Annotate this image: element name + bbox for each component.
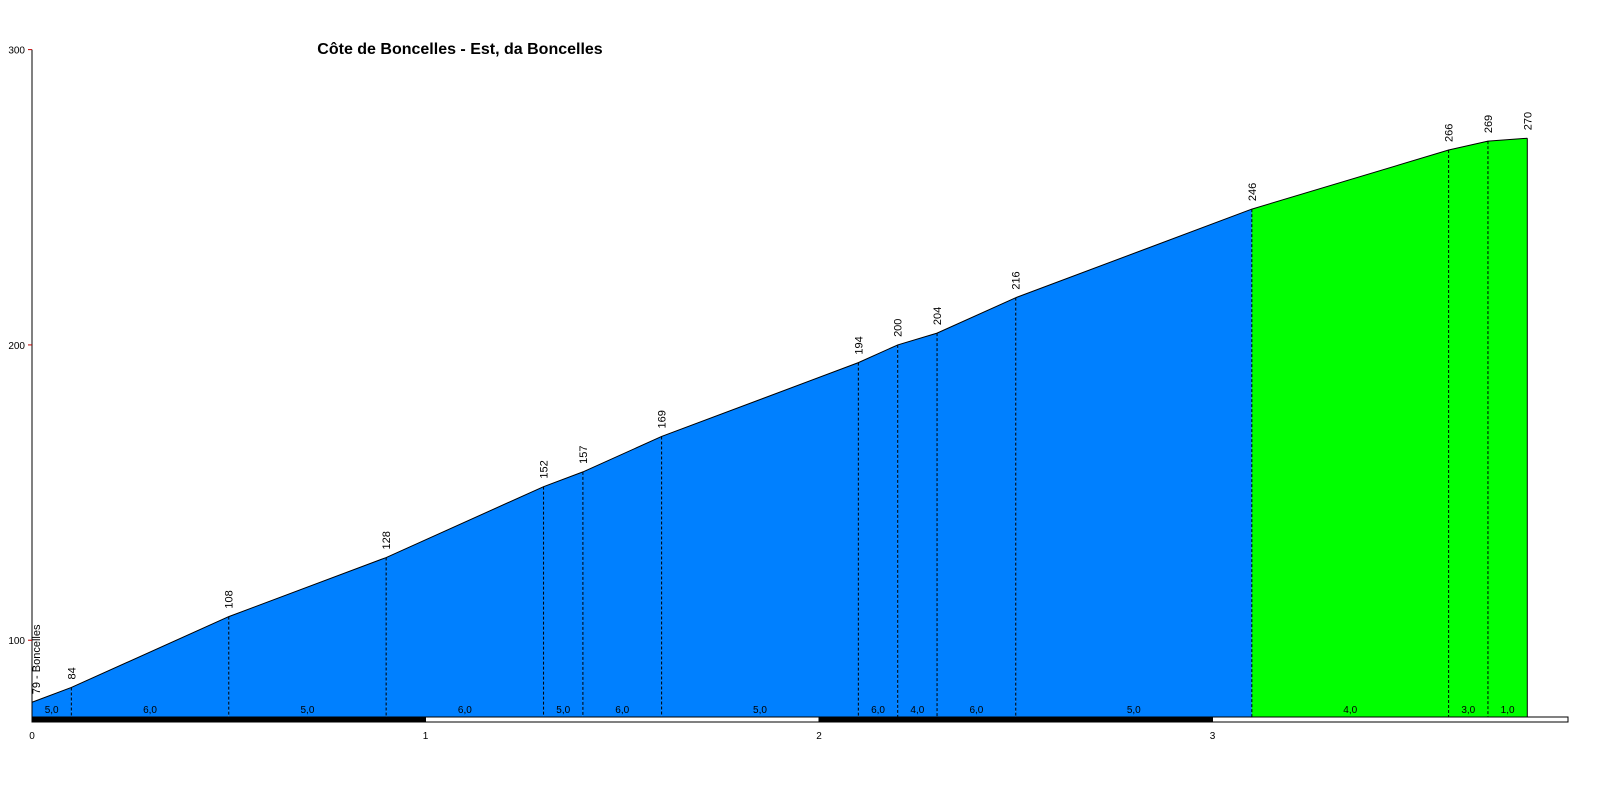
segment-fill-13 <box>1487 138 1528 717</box>
elevation-label-14: 270 <box>1522 112 1534 130</box>
segment-fill-7 <box>858 344 898 717</box>
y-tick-label-2: 300 <box>8 46 25 57</box>
chart-title: Côte de Boncelles - Est, da Boncelles <box>317 41 603 58</box>
gradient-label-3: 6,0 <box>458 705 472 716</box>
gradient-label-layer: 5,0 6,0 5,0 6,0 5,0 6,0 5,0 6,0 4,0 6,0 5,0 4,0 3,0 1… <box>45 705 1515 716</box>
x-scale-bar-0 <box>31 716 426 723</box>
x-scale-bar-1 <box>425 716 820 723</box>
x-tick-label-3: 3 <box>1210 731 1216 742</box>
segment-divider-layer <box>70 141 1489 717</box>
gradient-label-1: 6,0 <box>143 705 157 716</box>
elevation-label-12: 266 <box>1444 124 1456 142</box>
elevation-label-7: 194 <box>853 336 865 354</box>
profile-fill-layer <box>32 138 1528 718</box>
segment-fill-9 <box>937 297 1016 717</box>
x-scale-bar-3 <box>1212 716 1569 723</box>
elevation-label-9: 204 <box>932 307 944 325</box>
gradient-label-7: 6,0 <box>871 705 885 716</box>
gradient-label-4: 5,0 <box>556 705 570 716</box>
segment-fill-11 <box>1251 150 1449 718</box>
elevation-label-layer: 84 108 128 152 157 169 194 200 204 216 246 266 269 27… <box>31 112 1534 694</box>
elevation-label-11: 246 <box>1247 183 1259 201</box>
profile-outline <box>31 137 1528 703</box>
elevation-label-6: 169 <box>657 410 669 428</box>
elevation-label-3: 128 <box>381 531 393 549</box>
gradient-label-2: 5,0 <box>300 705 314 716</box>
x-axis: 0 1 2 3 <box>29 716 1569 742</box>
x-tick-label-0: 0 <box>29 731 35 742</box>
segment-fill-10 <box>1015 209 1252 718</box>
gradient-label-5: 6,0 <box>615 705 629 716</box>
gradient-label-6: 5,0 <box>753 705 767 716</box>
gradient-label-10: 5,0 <box>1127 705 1141 716</box>
y-tick-label-1: 200 <box>8 341 25 352</box>
gradient-label-0: 5,0 <box>45 705 59 716</box>
segment-fill-8 <box>897 333 938 717</box>
gradient-label-13: 1,0 <box>1501 705 1515 716</box>
segment-fill-0 <box>32 687 72 717</box>
elevation-label-10: 216 <box>1011 271 1023 289</box>
gradient-label-11: 4,0 <box>1343 705 1357 716</box>
y-tick-label-0: 100 <box>8 636 25 647</box>
segment-fill-2 <box>228 557 387 717</box>
gradient-label-12: 3,0 <box>1461 705 1475 716</box>
segment-fill-3 <box>386 486 544 717</box>
gradient-label-9: 6,0 <box>969 705 983 716</box>
gradient-label-8: 4,0 <box>910 705 924 716</box>
x-tick-label-1: 1 <box>423 731 429 742</box>
profile-outline-layer <box>31 137 1528 717</box>
elevation-label-2: 108 <box>224 590 236 608</box>
elevation-label-5: 157 <box>578 446 590 464</box>
segment-fill-6 <box>661 362 859 717</box>
elevation-label-4: 152 <box>539 460 551 478</box>
elevation-label-8: 200 <box>893 319 905 337</box>
elevation-label-13: 269 <box>1483 115 1495 133</box>
segment-fill-4 <box>543 471 583 717</box>
segment-fill-1 <box>71 616 229 717</box>
y-axis: 100 200 300 <box>8 46 33 717</box>
start-label: 79 - Boncelles <box>31 624 43 694</box>
x-scale-bar-2 <box>818 716 1213 723</box>
segment-fill-5 <box>582 436 662 717</box>
segment-fill-12 <box>1448 141 1488 718</box>
elevation-label-1: 84 <box>66 667 78 679</box>
x-tick-label-2: 2 <box>816 731 822 742</box>
